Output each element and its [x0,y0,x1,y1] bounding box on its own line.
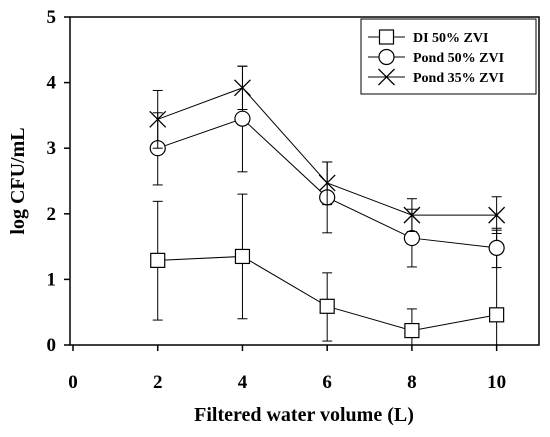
series-3 [149,65,506,234]
series-1 [150,193,505,346]
y-axis-title: log CFU/mL [7,127,29,234]
data-point [488,239,505,257]
data-point [319,298,335,314]
data-point [234,248,251,265]
data-point [318,174,336,192]
data-point [489,307,505,323]
x-tick-label: 0 [68,372,78,393]
x-axis-title: Filtered water volume (L) [194,404,414,426]
data-point [403,206,421,224]
data-point [404,322,420,339]
data-point [403,229,421,247]
data-point [488,206,506,224]
ticks: 0 1 2 3 4 5 0 2 4 6 8 10 [47,7,507,393]
x-tick-label: 2 [153,372,163,393]
legend-marker [378,48,395,66]
y-tick-label: 3 [47,138,57,159]
legend-label: DI 50% ZVI [413,31,488,46]
x-tick-label: 10 [487,372,506,393]
data-point [234,110,251,127]
legend-label: Pond 35% ZVI [413,71,504,86]
y-tick-label: 1 [47,269,57,290]
y-tick-label: 5 [47,7,57,28]
data-point [233,79,251,97]
y-tick-label: 4 [47,73,57,94]
legend: DI 50% ZVI Pond 50% ZVI Pond 35% ZVI [360,18,537,95]
legend-label: Pond 50% ZVI [413,51,504,66]
y-tick-label: 0 [47,335,57,356]
x-tick-label: 8 [407,372,417,393]
series-layer [149,65,506,346]
x-tick-label: 4 [238,372,248,393]
x-tick-label: 6 [322,372,332,393]
legend-marker [378,29,395,45]
data-point [149,110,167,128]
data-point [150,252,166,268]
legend-marker [378,68,395,86]
y-tick-label: 2 [47,204,57,225]
plot-frame [69,16,540,346]
